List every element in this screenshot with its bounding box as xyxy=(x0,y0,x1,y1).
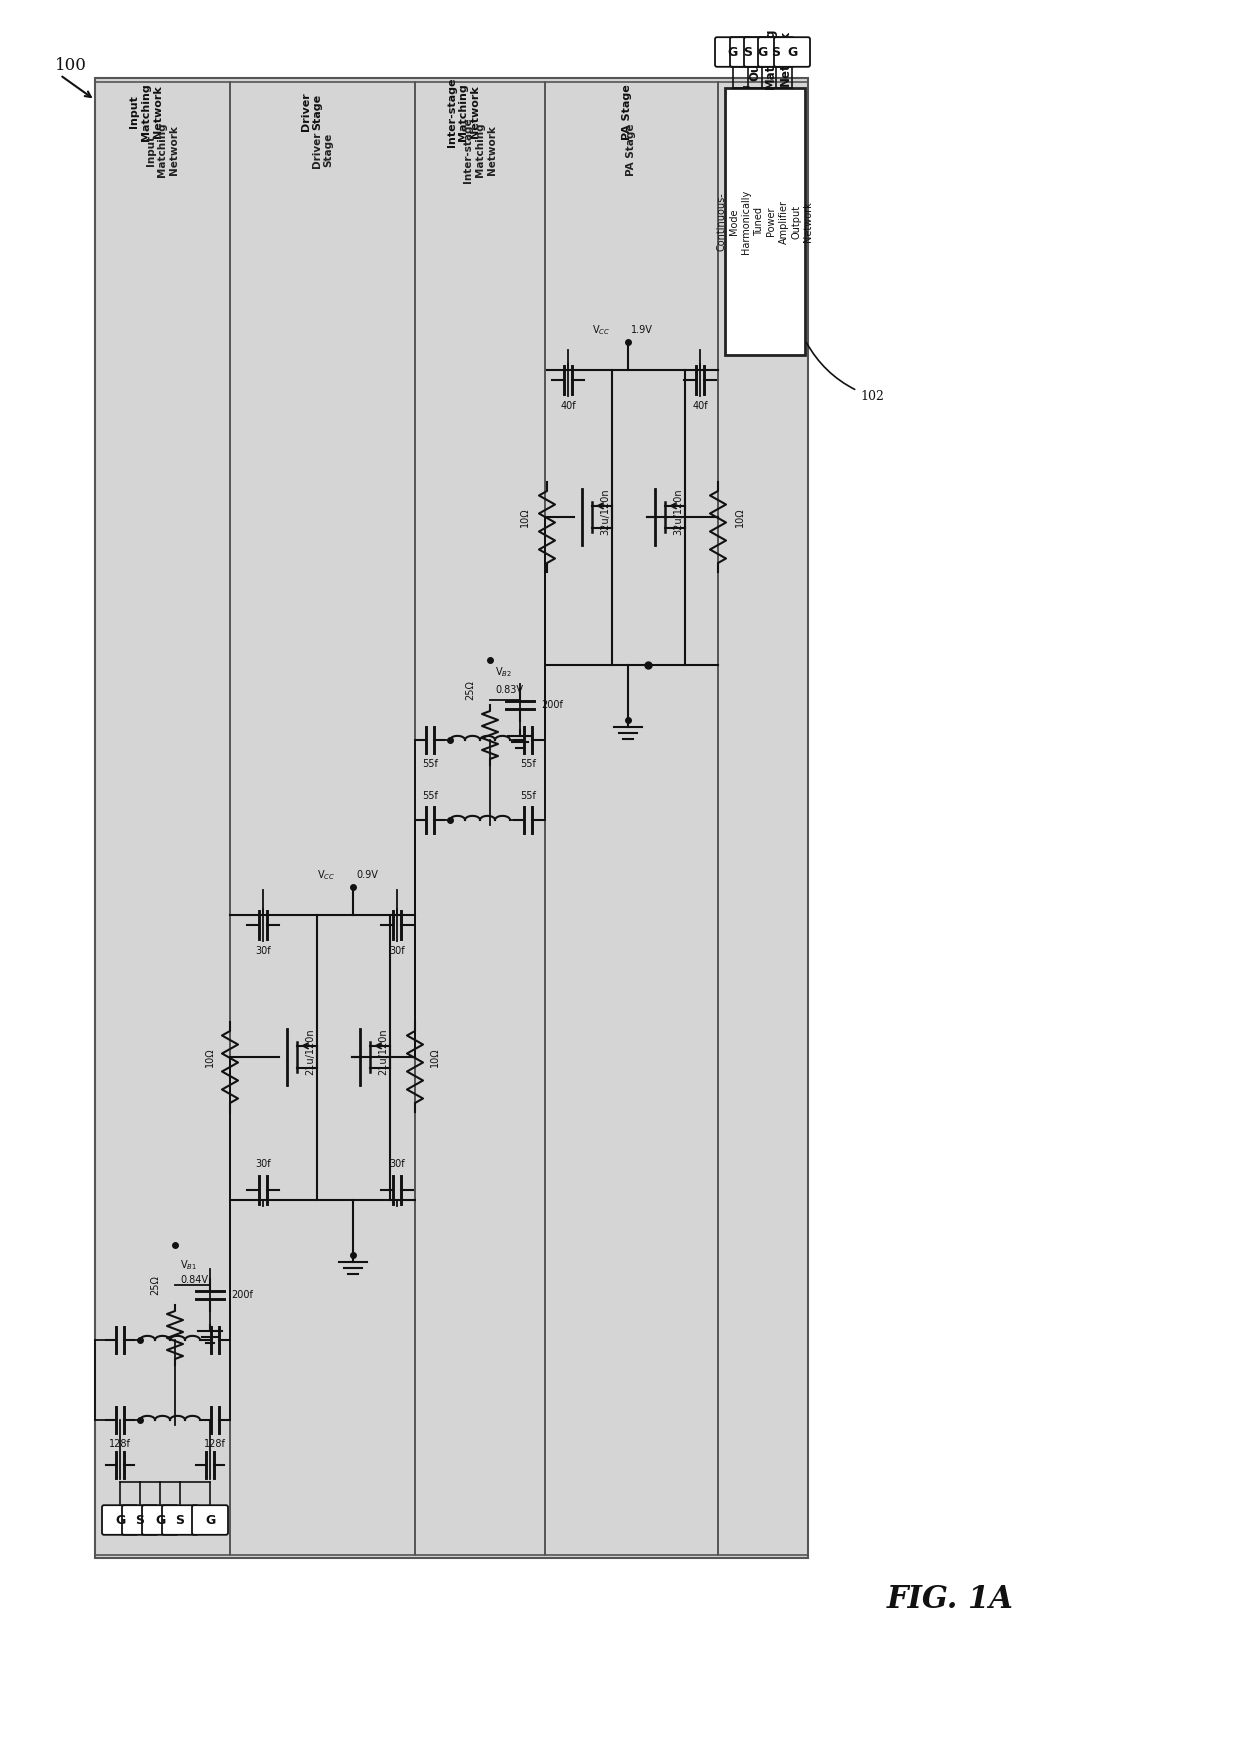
Text: Driver
Stage: Driver Stage xyxy=(301,92,322,131)
Text: FIG. 1A: FIG. 1A xyxy=(887,1584,1013,1616)
Bar xyxy=(546,82,718,1555)
Text: Input
Matching
Network: Input Matching Network xyxy=(129,84,162,141)
Text: PA Stage: PA Stage xyxy=(621,84,631,140)
Text: 55f: 55f xyxy=(520,790,536,801)
Text: 102: 102 xyxy=(806,342,884,403)
FancyBboxPatch shape xyxy=(192,1506,228,1536)
Bar xyxy=(718,82,808,1555)
Text: 1.9V: 1.9V xyxy=(631,325,653,335)
Text: 100: 100 xyxy=(55,56,87,73)
Text: Input
Matching
Network: Input Matching Network xyxy=(146,122,179,178)
Text: 30f: 30f xyxy=(389,946,404,956)
Text: 30f: 30f xyxy=(389,1159,404,1169)
Text: G: G xyxy=(115,1513,125,1527)
Text: Output
Matching
Network: Output Matching Network xyxy=(730,84,763,141)
Text: 55f: 55f xyxy=(422,790,438,801)
Text: Output
Matching
Network: Output Matching Network xyxy=(749,28,791,89)
Text: Driver
Stage: Driver Stage xyxy=(311,133,334,168)
Text: G: G xyxy=(155,1513,165,1527)
Text: V$_{CC}$: V$_{CC}$ xyxy=(591,323,610,337)
Text: 10Ω: 10Ω xyxy=(205,1047,215,1066)
FancyBboxPatch shape xyxy=(122,1506,157,1536)
Text: 0.83V: 0.83V xyxy=(495,686,523,695)
Text: S: S xyxy=(135,1513,145,1527)
Text: 40f: 40f xyxy=(560,401,575,412)
Text: Inter-stage
Matching
Network: Inter-stage Matching Network xyxy=(464,117,496,183)
Text: 55f: 55f xyxy=(422,759,438,770)
Text: V$_{B2}$: V$_{B2}$ xyxy=(495,665,512,679)
Bar xyxy=(95,82,229,1555)
Text: 0.84V: 0.84V xyxy=(180,1276,208,1284)
Text: G: G xyxy=(787,45,797,59)
Text: 30f: 30f xyxy=(255,1159,270,1169)
FancyBboxPatch shape xyxy=(744,37,780,66)
Text: Output
Matching
Network: Output Matching Network xyxy=(746,122,780,178)
FancyBboxPatch shape xyxy=(774,37,810,66)
Text: 200f: 200f xyxy=(541,700,563,710)
Text: PA Stage: PA Stage xyxy=(626,124,636,176)
Text: Continuous-
Mode
Harmonically
Tuned
Power
Amplifier
Output
Network: Continuous- Mode Harmonically Tuned Powe… xyxy=(717,190,813,253)
FancyBboxPatch shape xyxy=(715,37,751,66)
Text: G: G xyxy=(205,1513,215,1527)
Text: V$_{CC}$: V$_{CC}$ xyxy=(316,867,335,881)
Text: 32u/120n: 32u/120n xyxy=(600,489,610,536)
FancyBboxPatch shape xyxy=(102,1506,138,1536)
Text: Inter-stage
Matching
Network: Inter-stage Matching Network xyxy=(446,77,480,147)
Text: 0.9V: 0.9V xyxy=(356,871,378,879)
FancyBboxPatch shape xyxy=(143,1506,179,1536)
Text: G: G xyxy=(728,45,738,59)
Text: 55f: 55f xyxy=(520,759,536,770)
Text: V$_{B1}$: V$_{B1}$ xyxy=(180,1258,197,1272)
Text: 10Ω: 10Ω xyxy=(735,508,745,527)
Text: 128f: 128f xyxy=(109,1440,131,1448)
Text: 30f: 30f xyxy=(255,946,270,956)
Text: 25Ω: 25Ω xyxy=(465,681,475,700)
Bar xyxy=(95,79,808,1558)
FancyBboxPatch shape xyxy=(758,37,794,66)
Text: 200f: 200f xyxy=(231,1290,253,1300)
FancyBboxPatch shape xyxy=(730,37,766,66)
Text: 128f: 128f xyxy=(205,1440,226,1448)
Bar xyxy=(415,82,546,1555)
Text: 40f: 40f xyxy=(692,401,708,412)
FancyBboxPatch shape xyxy=(162,1506,198,1536)
Bar xyxy=(725,87,805,354)
Text: S: S xyxy=(744,45,753,59)
Text: G: G xyxy=(756,45,768,59)
Text: 21u/120n: 21u/120n xyxy=(305,1030,315,1075)
Text: 10Ω: 10Ω xyxy=(430,1047,440,1066)
Text: 10Ω: 10Ω xyxy=(520,508,529,527)
Text: S: S xyxy=(771,45,780,59)
Text: S: S xyxy=(176,1513,185,1527)
Text: 32u/120n: 32u/120n xyxy=(673,489,683,536)
Bar xyxy=(229,82,415,1555)
Text: 25Ω: 25Ω xyxy=(150,1276,160,1295)
Text: 21u/120n: 21u/120n xyxy=(378,1030,388,1075)
